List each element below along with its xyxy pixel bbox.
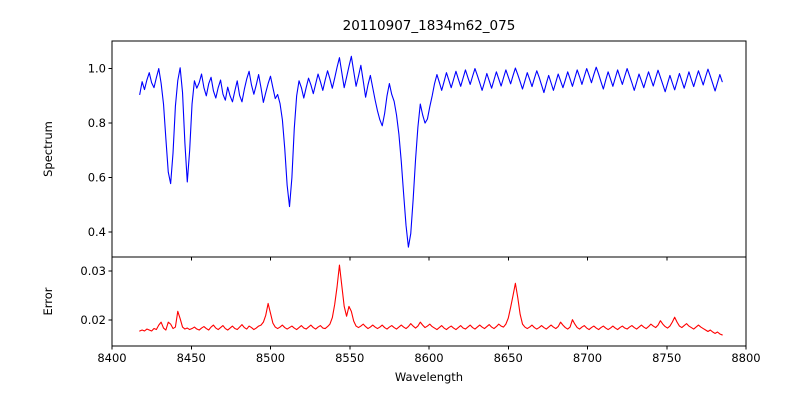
data-series-spectrum bbox=[139, 55, 723, 248]
xtick-label: 8750 bbox=[652, 351, 681, 365]
ytick-label-spectrum: 0.6 bbox=[88, 171, 106, 185]
ytick-label-spectrum: 0.4 bbox=[88, 225, 106, 239]
data-series-error bbox=[139, 264, 723, 336]
ytick-label-error: 0.03 bbox=[80, 264, 106, 278]
xtick-label: 8400 bbox=[97, 351, 126, 365]
xtick-label: 8800 bbox=[731, 351, 760, 365]
xtick-label: 8500 bbox=[256, 351, 285, 365]
axes-frame-spectrum bbox=[111, 40, 747, 258]
axes-frame-error bbox=[111, 256, 747, 347]
page-title: 20110907_1834m62_075 bbox=[343, 18, 516, 34]
ytick-label-spectrum: 0.8 bbox=[88, 116, 106, 130]
xtick-label: 8650 bbox=[494, 351, 523, 365]
ytick-label-error: 0.02 bbox=[80, 313, 106, 327]
xlabel: Wavelength bbox=[395, 370, 463, 384]
xtick-label: 8450 bbox=[177, 351, 206, 365]
ylabel-spectrum: Spectrum bbox=[41, 121, 55, 177]
xtick-label: 8600 bbox=[414, 351, 443, 365]
ytick-label-spectrum: 1.0 bbox=[88, 62, 106, 76]
ylabel-error: Error bbox=[41, 287, 55, 315]
xtick-label: 8550 bbox=[335, 351, 364, 365]
xtick-label: 8700 bbox=[573, 351, 602, 365]
